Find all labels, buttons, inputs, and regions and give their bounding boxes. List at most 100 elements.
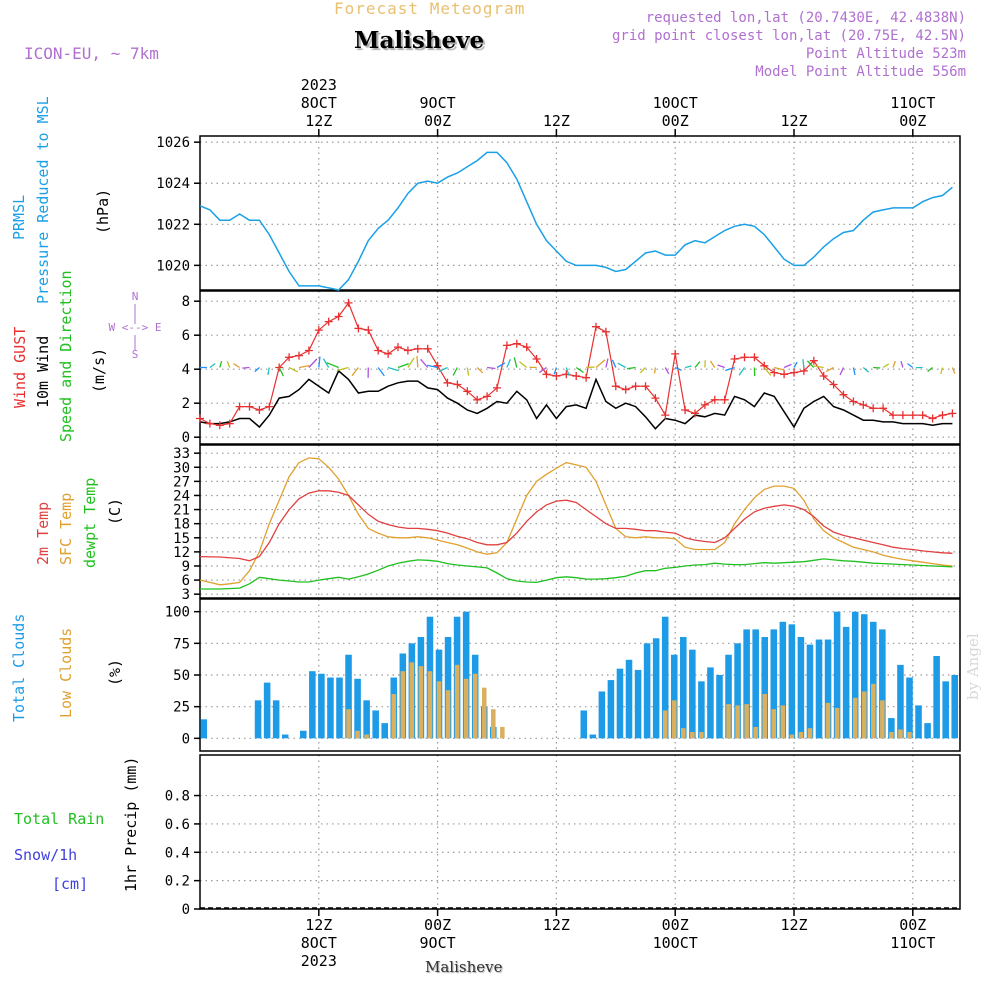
wind-direction-arrow — [717, 364, 725, 369]
y-tick-label: 24 — [173, 488, 190, 504]
low-cloud-bar — [491, 709, 496, 739]
low-cloud-bar — [880, 700, 885, 739]
wind-gust-point — [463, 387, 472, 396]
wind-gust-point — [245, 402, 254, 411]
total-cloud-bar — [598, 691, 606, 739]
total-cloud-bar — [680, 637, 687, 739]
bottom-time-label: 2023 — [301, 952, 337, 970]
wind-gust-point — [928, 414, 937, 423]
wind-direction-arrow — [605, 358, 609, 368]
wind-direction-arrow — [420, 358, 429, 368]
y-tick-label: 9 — [182, 559, 190, 575]
point-altitude: Point Altitude 523m — [805, 46, 966, 62]
y-tick-label: 12 — [173, 545, 190, 561]
low-cloud-bar — [364, 734, 369, 739]
bottom-time-label: 12Z — [543, 916, 570, 934]
wind-gust-point — [443, 378, 452, 387]
low-cloud-bar — [472, 673, 478, 739]
wind-direction-arrow — [783, 363, 792, 369]
label-pressure-msl: Pressure Reduced to MSL — [34, 96, 52, 304]
wind-gust-point — [631, 382, 640, 391]
wind-direction-arrow — [725, 366, 735, 372]
wind-direction-arrow — [892, 360, 896, 368]
low-cloud-bar — [726, 704, 731, 739]
wind-gust-point — [215, 421, 224, 430]
total-cloud-bar — [888, 718, 895, 739]
y-tick-label: 0 — [182, 902, 190, 918]
low-cloud-bar — [671, 700, 677, 739]
bottom-time-label: 8OCT — [301, 934, 337, 952]
wind-gust-point — [829, 380, 838, 389]
wind-gust-point — [681, 406, 690, 414]
label-speed-direction: Speed and Direction — [57, 270, 75, 442]
low-cloud-bar — [436, 681, 442, 739]
total-cloud-bar — [263, 682, 271, 739]
total-cloud-bar — [933, 656, 940, 739]
total-cloud-bar — [906, 677, 913, 739]
wind-direction-arrow — [825, 366, 834, 373]
total-cloud-bar — [336, 677, 343, 739]
low-cloud-bar — [735, 705, 740, 739]
total-cloud-bar — [824, 639, 832, 739]
label-1hr-precip: 1hr Precip (mm) — [122, 757, 140, 892]
wind-direction-arrow — [219, 360, 223, 368]
wind-gust-point — [295, 351, 303, 360]
low-cloud-bar — [753, 726, 758, 739]
pressure-line — [199, 151, 953, 291]
wind-direction-arrow — [653, 367, 657, 374]
total-cloud-bar — [842, 626, 850, 739]
total-cloud-bar — [897, 664, 904, 739]
wind-direction-arrow — [862, 367, 870, 373]
total-cloud-bar — [815, 639, 823, 739]
wind-direction-arrow — [538, 366, 547, 374]
bottom-time-label: 00Z — [662, 916, 689, 934]
low-cloud-bar — [871, 683, 876, 739]
wind-gust-point — [691, 409, 699, 418]
y-tick-label: 6 — [182, 573, 190, 589]
wind-direction-arrow — [407, 357, 415, 368]
wind-direction-arrow — [565, 367, 570, 376]
wind-gust-point — [740, 353, 749, 362]
y-tick-label: 15 — [173, 531, 190, 547]
label-total-rain: Total Rain — [14, 810, 104, 828]
low-cloud-bar — [762, 694, 767, 739]
wind-gust-point — [948, 409, 957, 418]
wind-direction-arrow — [774, 366, 784, 371]
wind-direction-arrow — [288, 366, 299, 373]
wind-direction-arrow — [763, 367, 772, 376]
panel-frame-wind — [199, 290, 961, 445]
total-cloud-bar — [779, 621, 787, 739]
wind-direction-arrow — [242, 366, 250, 369]
wind-direction-arrow — [852, 367, 856, 376]
dewpoint-line — [200, 558, 953, 590]
location-title: Malisheve — [354, 27, 485, 54]
total-cloud-bar — [589, 734, 597, 739]
wind-direction-arrow — [513, 357, 518, 368]
total-cloud-bar — [734, 643, 741, 739]
grid-point-coordinates: grid point closest lon,lat (20.75E, 42.5… — [611, 28, 966, 44]
total-cloud-bar — [652, 638, 660, 739]
wind-direction-arrow — [694, 361, 701, 368]
total-cloud-bar — [761, 637, 768, 739]
low-cloud-bar — [409, 662, 415, 739]
wind-gust-point — [750, 353, 759, 362]
wind-direction-arrow — [738, 367, 746, 376]
top-time-label: 00Z — [899, 112, 926, 130]
wind-direction-arrow — [466, 367, 470, 376]
top-time-label: 9OCT — [420, 94, 456, 112]
wind-direction-arrow — [674, 366, 682, 371]
wind-direction-arrow — [553, 367, 558, 375]
low-cloud-bar — [681, 728, 686, 739]
top-time-label: 11OCT — [890, 94, 935, 112]
total-cloud-bar — [625, 659, 633, 739]
total-cloud-bar — [725, 654, 732, 739]
y-tick-label: 33 — [173, 446, 190, 462]
top-time-label: 12Z — [780, 112, 807, 130]
y-tick-label: 0 — [182, 430, 190, 446]
total-cloud-bar — [281, 734, 289, 739]
wind-direction-arrow — [476, 367, 484, 374]
wind-gust-point — [304, 346, 313, 355]
wind-direction-arrow — [267, 367, 270, 376]
wind-gust-point — [671, 349, 680, 358]
